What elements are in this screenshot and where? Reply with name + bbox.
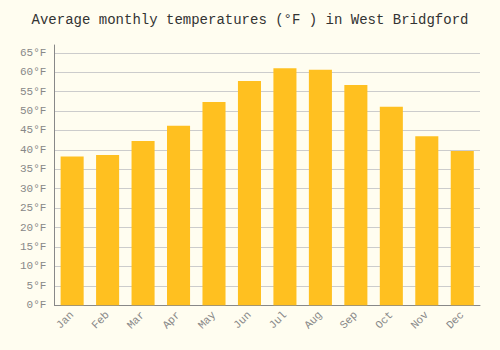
svg-text:Jul: Jul (267, 309, 289, 331)
svg-text:Dec: Dec (444, 309, 466, 331)
svg-text:20°F: 20°F (20, 222, 46, 234)
svg-text:May: May (196, 309, 219, 332)
svg-text:35°F: 35°F (20, 163, 46, 175)
svg-text:65°F: 65°F (20, 47, 46, 59)
svg-text:Sep: Sep (338, 309, 360, 331)
svg-text:25°F: 25°F (20, 202, 46, 214)
svg-text:30°F: 30°F (20, 183, 46, 195)
svg-text:40°F: 40°F (20, 144, 46, 156)
svg-text:Feb: Feb (89, 309, 111, 331)
svg-text:45°F: 45°F (20, 124, 46, 136)
svg-text:Jan: Jan (54, 309, 76, 331)
svg-text:5°F: 5°F (27, 280, 47, 292)
svg-text:55°F: 55°F (20, 86, 46, 98)
svg-text:10°F: 10°F (20, 260, 46, 272)
svg-text:Apr: Apr (160, 309, 182, 331)
svg-text:Average monthly temperatures (: Average monthly temperatures (°F ) in We… (32, 12, 469, 28)
svg-text:50°F: 50°F (20, 105, 46, 117)
svg-text:Jun: Jun (231, 309, 253, 331)
svg-text:Nov: Nov (409, 309, 432, 332)
svg-text:15°F: 15°F (20, 241, 46, 253)
svg-text:Mar: Mar (125, 309, 147, 331)
svg-text:Aug: Aug (302, 309, 324, 331)
svg-text:Oct: Oct (373, 309, 395, 331)
svg-text:0°F: 0°F (27, 299, 47, 311)
svg-text:60°F: 60°F (20, 66, 46, 78)
